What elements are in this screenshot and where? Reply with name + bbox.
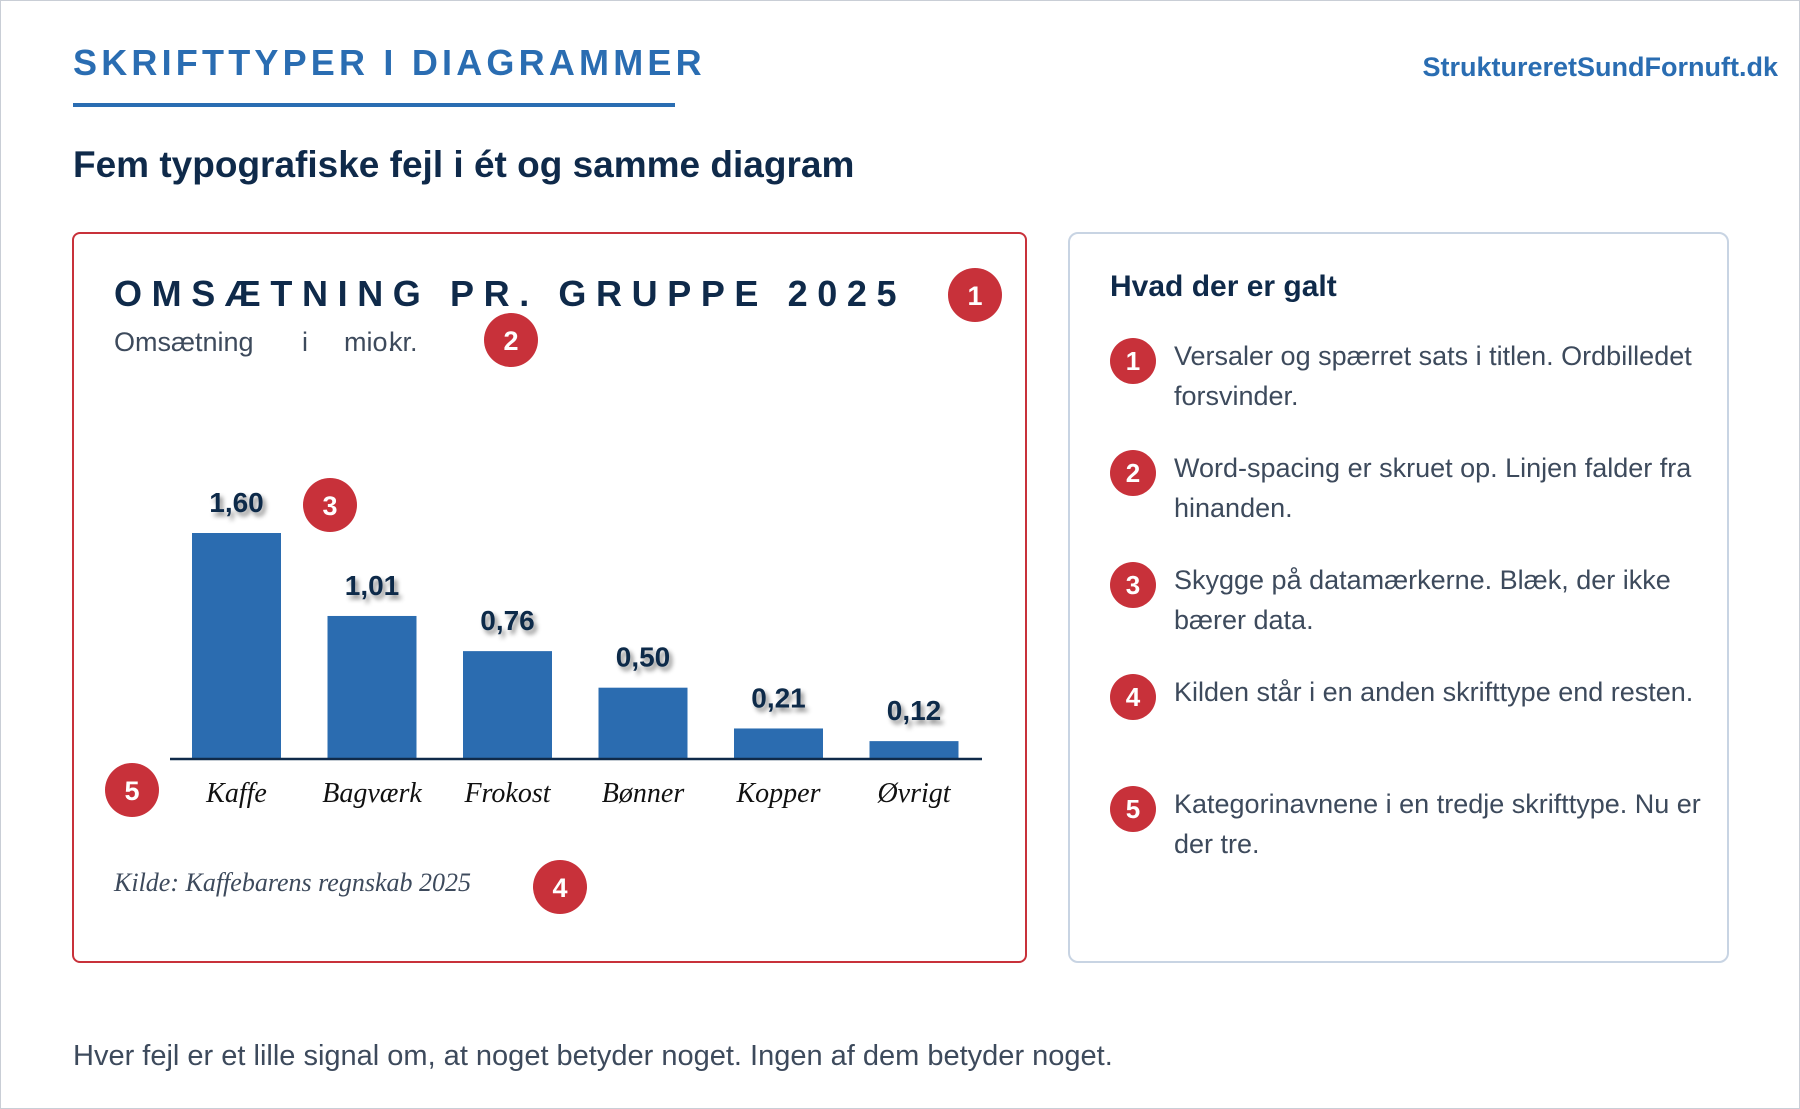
annotation-number: 3 — [322, 491, 337, 521]
category-label: Frokost — [463, 778, 551, 809]
chart-panel: OMSÆTNING PR. GRUPPE 2025 Omsætning i mio.… — [72, 232, 1027, 963]
subtitle-word: mio. — [344, 327, 395, 357]
bar-kopper — [734, 728, 823, 758]
category-label: Kopper — [736, 778, 821, 809]
value-label: 1,01 — [345, 570, 400, 601]
annotation-badge-3 — [303, 478, 357, 532]
error-badge: 2 — [1110, 450, 1156, 496]
error-text: Kategorinavnene i en tredje skrifttype. … — [1174, 789, 1701, 859]
footer-note: Hver fejl er et lille signal om, at noge… — [73, 1040, 1113, 1072]
subtitle-word: i — [302, 327, 308, 357]
error-badge: 5 — [1110, 786, 1156, 832]
section-kicker: SKRIFTTYPER I DIAGRAMMER — [73, 42, 706, 83]
annotation-number: 2 — [503, 326, 518, 356]
value-label: 0,12 — [887, 695, 942, 726]
error-badge: 3 — [1110, 562, 1156, 608]
error-badge: 1 — [1110, 338, 1156, 384]
annotation-number: 5 — [124, 776, 139, 806]
annotation-badge-2 — [484, 313, 538, 367]
bar-frokost — [463, 651, 552, 758]
annotation-number: 4 — [552, 873, 567, 903]
subtitle-word: kr. — [389, 327, 418, 357]
annotation-badge-1 — [948, 268, 1002, 322]
bar-kaffe — [192, 533, 281, 758]
category-label: Øvrigt — [876, 778, 951, 809]
chart-title: OMSÆTNING PR. GRUPPE 2025 — [114, 273, 906, 314]
page-subtitle: Fem typografiske fejl i ét og samme diag… — [73, 144, 855, 185]
bar-bagværk — [327, 615, 417, 758]
subtitle-word: Omsætning — [114, 327, 254, 357]
errors-title: Hvad der er galt — [1110, 270, 1337, 303]
error-text: Versaler og spærret sats i titlen. Ordbi… — [1174, 341, 1692, 411]
error-badge: 4 — [1110, 674, 1156, 720]
annotation-badge-5 — [105, 763, 159, 817]
errors-panel: Hvad der er galt 1 Versaler og spærret s… — [1068, 232, 1729, 963]
category-label: Kaffe — [205, 778, 267, 809]
bar-bønner — [598, 687, 688, 758]
value-label: 0,21 — [751, 682, 806, 713]
chart-subtitle: Omsætning i mio.kr. — [114, 327, 418, 357]
site-link[interactable]: StruktureretSundFornuft.dk — [1422, 52, 1779, 82]
chart-source: Kilde: Kaffebarens regnskab 2025 — [113, 868, 471, 897]
kicker-underline — [73, 103, 675, 107]
value-label: 0,50 — [616, 642, 671, 673]
error-text: Kilden står i en anden skrifttype end re… — [1174, 677, 1694, 707]
category-label: Bagværk — [322, 778, 422, 809]
value-label: 1,60 — [209, 487, 264, 518]
error-text: Word-spacing er skruet op. Linjen falder… — [1174, 453, 1692, 523]
annotation-badge-4 — [533, 860, 587, 914]
error-text: Skygge på datamærkerne. Blæk, der ikke b… — [1174, 565, 1671, 635]
category-label: Bønner — [602, 778, 685, 809]
bar-chart: OMSÆTNING PR. GRUPPE 2025 Omsætning i mio.… — [105, 268, 1002, 914]
value-label: 0,76 — [480, 605, 535, 636]
annotation-number: 1 — [967, 281, 982, 311]
bar-øvrigt — [869, 741, 959, 758]
